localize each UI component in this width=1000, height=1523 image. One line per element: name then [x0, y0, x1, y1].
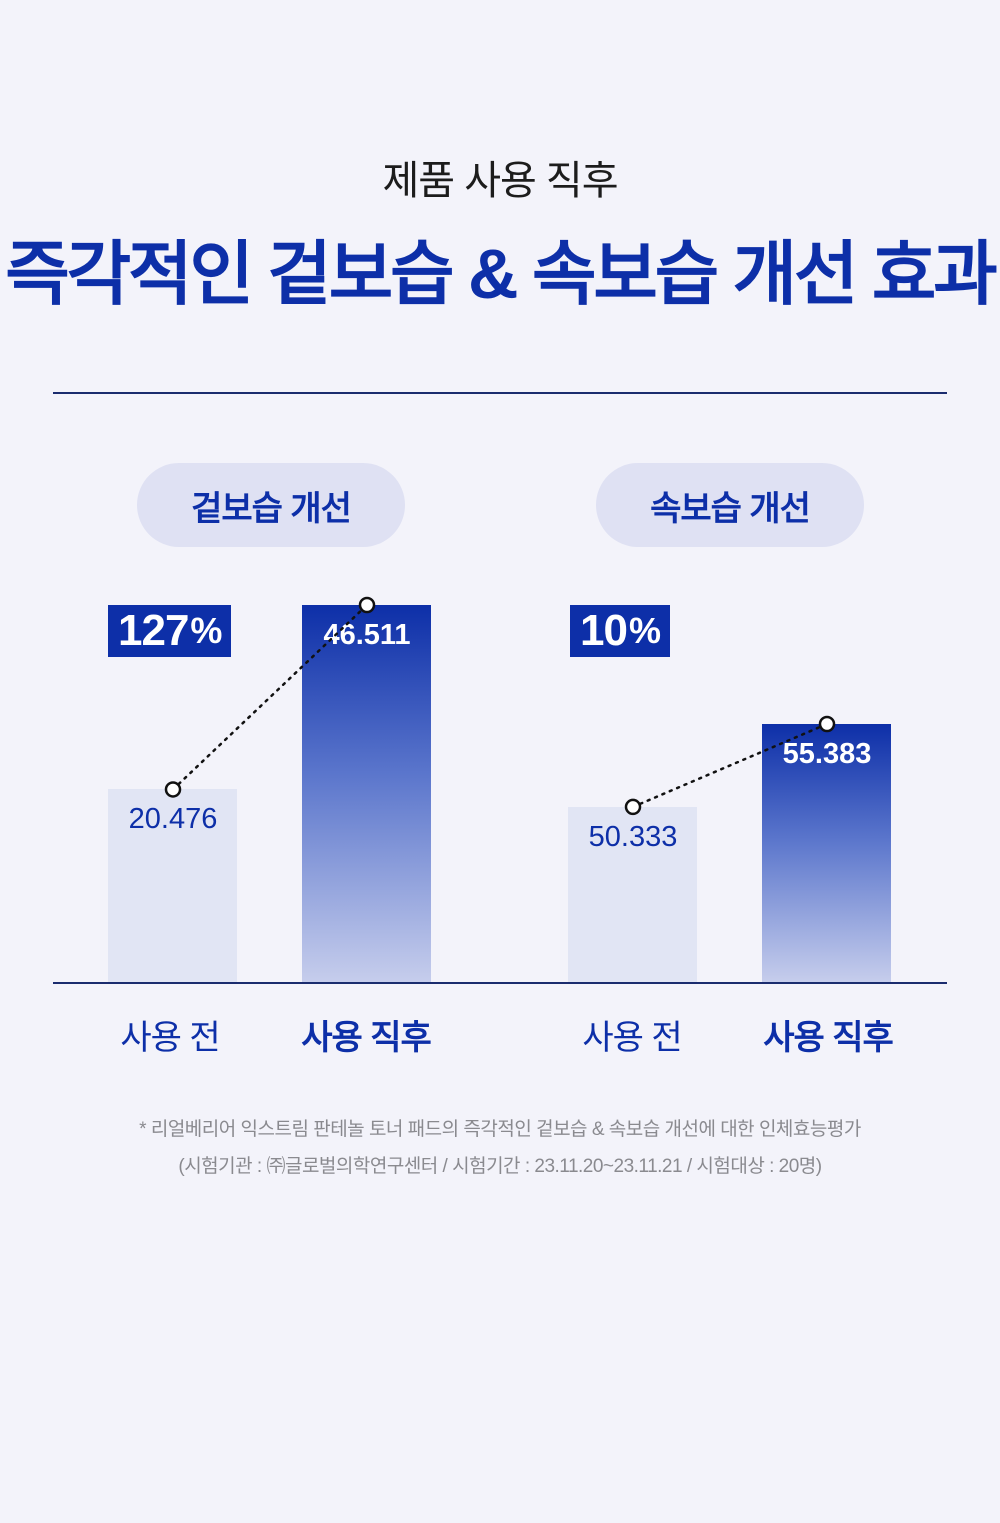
chart-baseline [53, 982, 947, 984]
chart1-point-after [358, 596, 376, 614]
chart1-improvement-unit: % [190, 610, 222, 651]
chart2-improvement-value: 10 [580, 606, 628, 655]
chart2-bar-after [762, 724, 891, 982]
chart2-trend-line [631, 722, 829, 809]
chart2-point-before [624, 798, 642, 816]
chart2-value-after: 55.383 [782, 738, 872, 770]
footnote-line2: (시험기관 : ㈜글로벌의학연구센터 / 시험기간 : 23.11.20~23.… [178, 1156, 822, 1177]
chart1-xlabel-before: 사용 전 [120, 1019, 220, 1057]
footnote-line1: * 리얼베리어 익스트림 판테놀 토너 패드의 즉각적인 겉보습 & 속보습 개… [139, 1119, 861, 1140]
chart2-improvement-badge: 10% [570, 605, 670, 657]
chart2-xlabel-before: 사용 전 [582, 1019, 682, 1057]
chart2-xlabel-after: 사용 직후 [763, 1019, 894, 1057]
chart1-bar-before [108, 789, 237, 982]
chart1-trend-line [171, 603, 369, 791]
chart1-value-after: 46.511 [323, 619, 411, 651]
chart1-point-before [164, 781, 182, 798]
top-divider [53, 392, 947, 394]
page-subtitle: 제품 사용 직후 [382, 159, 618, 203]
chart1-improvement-badge: 127% [108, 605, 232, 657]
chart1-bar-after [302, 605, 431, 982]
chart2-title-pill: 속보습 개선 [596, 463, 864, 547]
chart1-xlabel-after: 사용 직후 [301, 1019, 432, 1057]
chart2-point-after [818, 715, 836, 733]
chart2-improvement-unit: % [628, 610, 661, 651]
chart2-value-before: 50.333 [588, 820, 678, 853]
chart1-title-pill: 겉보습 개선 [137, 463, 405, 547]
chart1-improvement-value: 127 [118, 606, 189, 655]
page-title: 즉각적인 겉보습 & 속보습 개선 효과 [5, 235, 997, 313]
chart2-bar-before [568, 806, 697, 982]
chart1-value-before: 20.476 [128, 803, 218, 836]
